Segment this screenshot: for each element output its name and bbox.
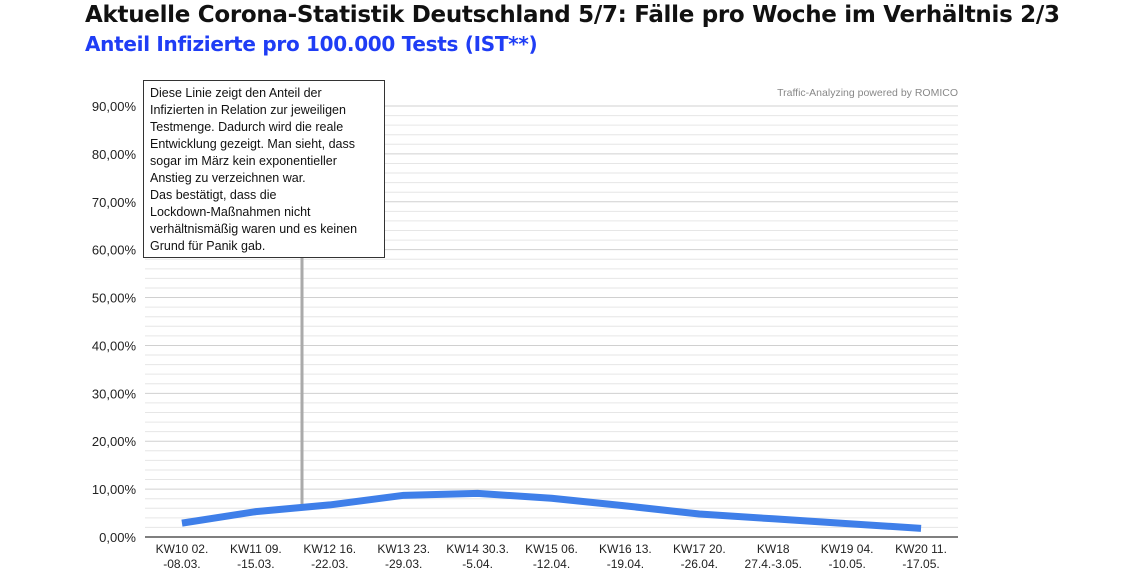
y-tick-label: 60,00% xyxy=(92,243,137,258)
chart-title: Aktuelle Corona-Statistik Deutschland 5/… xyxy=(85,2,1060,28)
x-tick-label: KW17 20. xyxy=(673,542,726,556)
x-tick-label: KW19 04. xyxy=(821,542,874,556)
y-tick-label: 80,00% xyxy=(92,147,137,162)
x-tick-label: -19.04. xyxy=(607,557,644,571)
x-tick-label: -26.04. xyxy=(681,557,718,571)
chart-subtitle: Anteil Infizierte pro 100.000 Tests (IST… xyxy=(85,32,538,56)
x-tick-label: KW12 16. xyxy=(303,542,356,556)
x-tick-label: KW16 13. xyxy=(599,542,652,556)
y-tick-label: 0,00% xyxy=(99,530,136,545)
y-tick-label: 10,00% xyxy=(92,482,137,497)
x-tick-label: KW10 02. xyxy=(156,542,209,556)
x-tick-label: -10.05. xyxy=(828,557,865,571)
x-tick-label: -5.04. xyxy=(462,557,493,571)
y-tick-label: 90,00% xyxy=(92,99,137,114)
x-tick-label: 27.4.-3.05. xyxy=(745,557,802,571)
y-tick-label: 30,00% xyxy=(92,386,137,401)
y-tick-label: 20,00% xyxy=(92,434,137,449)
x-tick-label: KW13 23. xyxy=(377,542,430,556)
y-tick-label: 50,00% xyxy=(92,291,137,306)
annotation-box: Diese Linie zeigt den Anteil der Infizie… xyxy=(143,80,385,258)
x-tick-label: -15.03. xyxy=(237,557,274,571)
credit-label: Traffic-Analyzing powered by ROMICO xyxy=(777,87,958,99)
x-tick-label: KW20 11. xyxy=(895,542,947,556)
x-tick-label: -08.03. xyxy=(163,557,200,571)
y-tick-label: 70,00% xyxy=(92,195,137,210)
x-tick-label: KW18 xyxy=(757,542,790,556)
y-tick-label: 40,00% xyxy=(92,338,137,353)
x-tick-label: -17.05. xyxy=(902,557,939,571)
x-tick-label: -12.04. xyxy=(533,557,570,571)
x-tick-label: KW11 09. xyxy=(230,542,282,556)
x-tick-label: KW14 30.3. xyxy=(446,542,509,556)
x-tick-label: -29.03. xyxy=(385,557,422,571)
x-tick-label: -22.03. xyxy=(311,557,348,571)
x-tick-label: KW15 06. xyxy=(525,542,578,556)
